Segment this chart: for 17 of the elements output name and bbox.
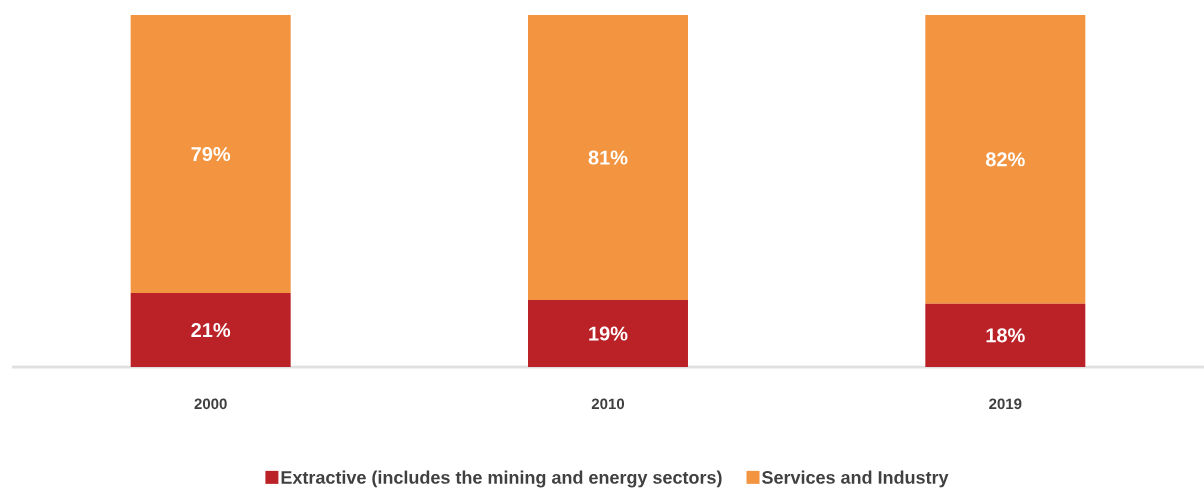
bar: [130, 14, 291, 294]
bar: [527, 300, 688, 367]
bar: [925, 14, 1086, 304]
x-tick-label: 2010: [591, 398, 625, 410]
x-tick-label: 2000: [194, 398, 227, 410]
legend-label: Services and Industry: [762, 470, 949, 488]
data-label: 19%: [589, 326, 628, 341]
data-label: 21%: [191, 322, 231, 338]
data-label: 81%: [588, 150, 628, 165]
data-label: 18%: [986, 328, 1025, 343]
legend-label: Extractive (includes the mining and energy sectors): [281, 470, 722, 488]
data-label: 79%: [191, 146, 231, 162]
bar: [130, 293, 291, 367]
bar: [925, 303, 1086, 367]
data-label: 82%: [985, 152, 1025, 167]
x-tick-label: 2019: [989, 398, 1022, 410]
bar: [527, 14, 688, 301]
